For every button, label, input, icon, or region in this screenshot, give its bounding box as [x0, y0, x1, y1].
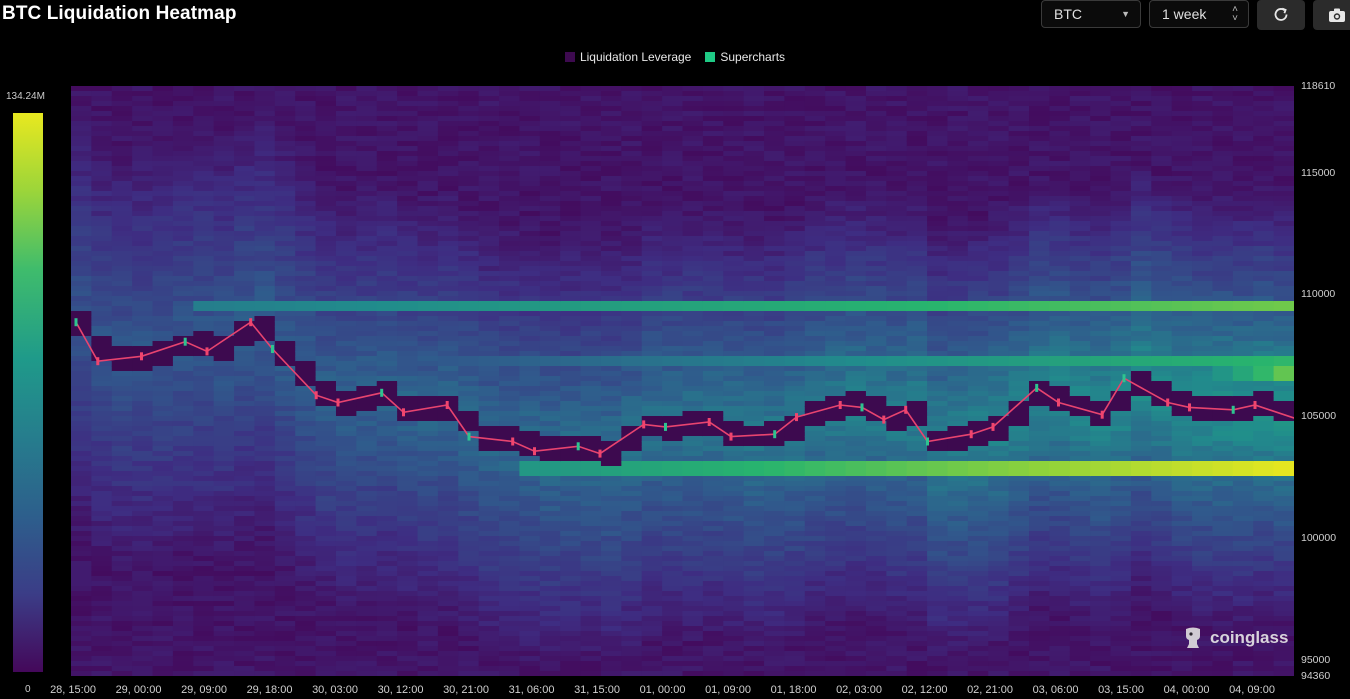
price-candle: [1057, 398, 1060, 407]
price-candle: [1253, 401, 1257, 409]
price-candle: [598, 449, 602, 458]
y-tick-label: 94360: [1301, 670, 1331, 682]
x-tick-label: 29, 18:00: [246, 684, 293, 696]
price-candle: [183, 337, 187, 346]
caret-down-icon: ▼: [1121, 9, 1130, 19]
y-tick-label: 118610: [1301, 80, 1336, 92]
price-candle: [1188, 403, 1191, 412]
y-tick-label: 105000: [1301, 410, 1337, 423]
price-candle: [74, 318, 78, 327]
price-candle: [904, 405, 908, 414]
price-candle: [1166, 398, 1170, 407]
refresh-button[interactable]: [1257, 0, 1305, 30]
x-tick-label: 02, 03:00: [836, 684, 882, 696]
price-candle: [642, 420, 646, 429]
price-candle: [991, 422, 995, 431]
legend-label: Supercharts: [720, 50, 786, 64]
price-candle: [795, 413, 798, 422]
refresh-icon: [1274, 7, 1288, 21]
colorbar-min-label: 0: [25, 684, 31, 695]
price-candle: [773, 430, 777, 439]
price-candle: [838, 401, 842, 409]
stepper-arrows-icon: ˄ ˅: [1232, 4, 1238, 24]
legend-item-liquidation-leverage[interactable]: Liquidation Leverage: [564, 50, 692, 64]
screenshot-button[interactable]: [1313, 0, 1350, 30]
colorbar: [13, 113, 43, 672]
price-candle: [445, 401, 449, 409]
range-select-value: 1 week: [1162, 6, 1207, 22]
price-candle: [664, 422, 667, 431]
legend-item-supercharts[interactable]: Supercharts: [705, 50, 785, 64]
price-candle: [926, 437, 929, 446]
price-candle: [96, 357, 100, 366]
price-candle: [249, 318, 253, 327]
legend-label: Liquidation Leverage: [579, 50, 692, 64]
price-candle: [860, 403, 864, 412]
x-tick-label: 01, 18:00: [770, 684, 817, 696]
x-tick-label: 30, 21:00: [443, 684, 489, 696]
price-candle: [467, 432, 471, 441]
camera-icon: [1329, 8, 1345, 22]
x-tick-label: 04, 00:00: [1163, 684, 1210, 696]
x-tick-label: 31, 06:00: [508, 684, 555, 696]
chart-legend: Liquidation Leverage Supercharts: [0, 50, 1350, 64]
x-tick-label: 01, 00:00: [639, 684, 686, 696]
price-candle: [1035, 383, 1039, 392]
price-candle: [576, 442, 580, 451]
range-select[interactable]: 1 week ˄ ˅: [1149, 0, 1249, 28]
x-tick-label: 02, 12:00: [901, 684, 948, 696]
legend-swatch: [564, 52, 575, 62]
price-candle: [314, 391, 318, 400]
colorbar-max-label: 134.24M: [6, 91, 45, 102]
price-candle: [511, 437, 515, 446]
heatmap-plot[interactable]: [71, 86, 1294, 676]
x-tick-label: 04, 09:00: [1229, 684, 1275, 696]
price-candle: [271, 345, 274, 353]
x-tick-label: 03, 15:00: [1098, 684, 1144, 696]
x-tick-label: 03, 06:00: [1032, 684, 1079, 696]
page-title: BTC Liquidation Heatmap: [2, 3, 237, 24]
symbol-select-value: BTC: [1054, 6, 1082, 22]
x-tick-label: 31, 15:00: [574, 684, 620, 696]
price-candle: [1231, 405, 1235, 414]
x-tick-label: 02, 21:00: [967, 684, 1013, 696]
x-tick-label: 01, 09:00: [705, 684, 751, 696]
x-tick-label: 29, 00:00: [115, 684, 162, 696]
coinglass-watermark: coinglass: [1182, 626, 1288, 650]
price-candle: [380, 388, 384, 397]
legend-swatch: [705, 52, 716, 62]
symbol-select[interactable]: BTC ▼: [1041, 0, 1141, 28]
y-tick-label: 110000: [1301, 288, 1336, 301]
y-tick-label: 100000: [1301, 531, 1337, 544]
price-candle: [205, 347, 209, 356]
price-candle: [882, 415, 886, 424]
price-candle: [533, 447, 536, 456]
brand-label: coinglass: [1210, 628, 1289, 647]
y-tick-label: 115000: [1301, 166, 1336, 179]
heatmap-cells: [71, 86, 1294, 676]
price-candle: [140, 352, 143, 361]
coinglass-logo-icon: [1186, 627, 1200, 648]
x-tick-label: 28, 15:00: [50, 684, 96, 696]
x-tick-label: 30, 03:00: [312, 684, 358, 696]
price-candle: [1122, 374, 1126, 383]
x-tick-label: 30, 12:00: [377, 684, 424, 696]
x-tick-label: 29, 09:00: [181, 684, 227, 696]
price-candle: [729, 432, 733, 441]
price-candle: [707, 418, 711, 426]
price-candle: [336, 398, 340, 407]
y-tick-label: 95000: [1301, 654, 1331, 666]
price-candle: [969, 430, 973, 439]
price-candle: [402, 408, 405, 417]
price-candle: [1100, 410, 1104, 419]
